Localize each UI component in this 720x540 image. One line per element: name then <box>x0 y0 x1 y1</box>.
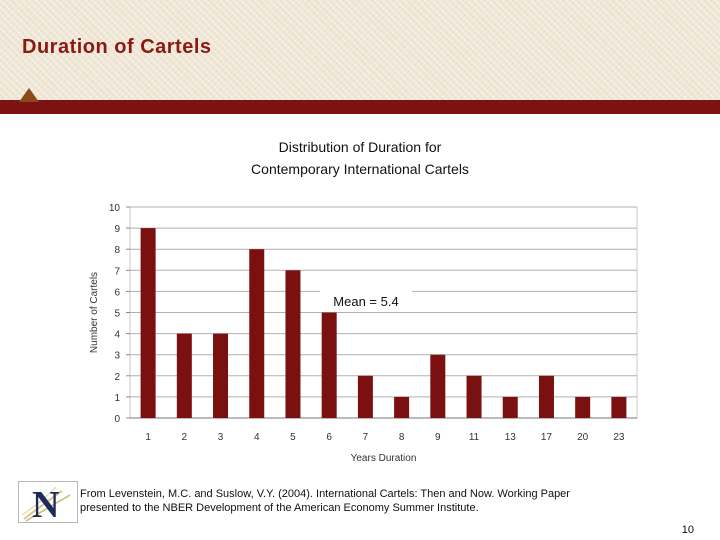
chart-title-line-1: Distribution of Duration for <box>278 139 442 155</box>
x-tick-label: 11 <box>469 432 480 443</box>
x-tick-label: 20 <box>577 432 589 443</box>
x-axis-label: Years Duration <box>351 453 417 464</box>
bar-11 <box>466 375 482 418</box>
bar-3 <box>213 333 229 418</box>
y-tick-label: 5 <box>114 309 120 320</box>
y-tick-label: 3 <box>114 351 120 362</box>
page-number: 10 <box>681 524 694 536</box>
bar-9 <box>430 354 446 418</box>
bar-23 <box>611 396 627 418</box>
x-tick-label: 3 <box>218 432 224 443</box>
source-note: From Levenstein, M.C. and Suslow, V.Y. (… <box>80 487 680 515</box>
y-tick-label: 6 <box>114 287 120 298</box>
x-tick-label: 9 <box>435 432 441 443</box>
bar-8 <box>394 396 410 418</box>
y-tick-label: 9 <box>114 224 120 235</box>
bar-20 <box>575 396 591 418</box>
annotation-background <box>320 290 412 312</box>
slide-title: Duration of Cartels <box>22 36 212 58</box>
x-tick-label: 4 <box>254 432 260 443</box>
chart-title-line-2: Contemporary International Cartels <box>251 161 469 177</box>
bar-5 <box>285 270 301 418</box>
bar-1 <box>140 228 156 418</box>
y-tick-label: 10 <box>109 203 121 214</box>
bar-17 <box>538 375 554 418</box>
bar-6 <box>321 312 337 418</box>
header-band <box>0 0 720 100</box>
y-tick-label: 4 <box>114 330 120 341</box>
bar-7 <box>357 375 373 418</box>
y-tick-label: 1 <box>114 393 120 404</box>
y-tick-label: 2 <box>114 372 120 383</box>
x-tick-label: 2 <box>182 432 188 443</box>
bar-2 <box>176 333 192 418</box>
x-tick-label: 5 <box>290 432 296 443</box>
y-axis-label: Number of Cartels <box>89 272 100 353</box>
bar-13 <box>502 396 518 418</box>
svg-text:N: N <box>32 484 59 523</box>
source-note-line-1: From Levenstein, M.C. and Suslow, V.Y. (… <box>80 488 570 500</box>
x-tick-label: 8 <box>399 432 405 443</box>
x-tick-label: 1 <box>145 432 151 443</box>
y-tick-label: 0 <box>114 414 120 425</box>
y-tick-label: 8 <box>114 245 120 256</box>
x-tick-label: 17 <box>541 432 553 443</box>
mean-annotation: Mean = 5.4 <box>333 294 398 309</box>
source-note-line-2: presented to the NBER Development of the… <box>80 502 479 514</box>
chart-title: Distribution of Duration for Contemporar… <box>190 136 530 180</box>
x-tick-label: 7 <box>363 432 369 443</box>
x-tick-label: 23 <box>613 432 625 443</box>
x-tick-label: 6 <box>326 432 332 443</box>
header-rule <box>0 100 720 114</box>
logo-icon: N <box>18 481 78 523</box>
y-tick-label: 7 <box>114 266 120 277</box>
bar-4 <box>249 249 265 418</box>
triangle-marker-icon <box>19 88 39 102</box>
x-tick-label: 13 <box>505 432 517 443</box>
